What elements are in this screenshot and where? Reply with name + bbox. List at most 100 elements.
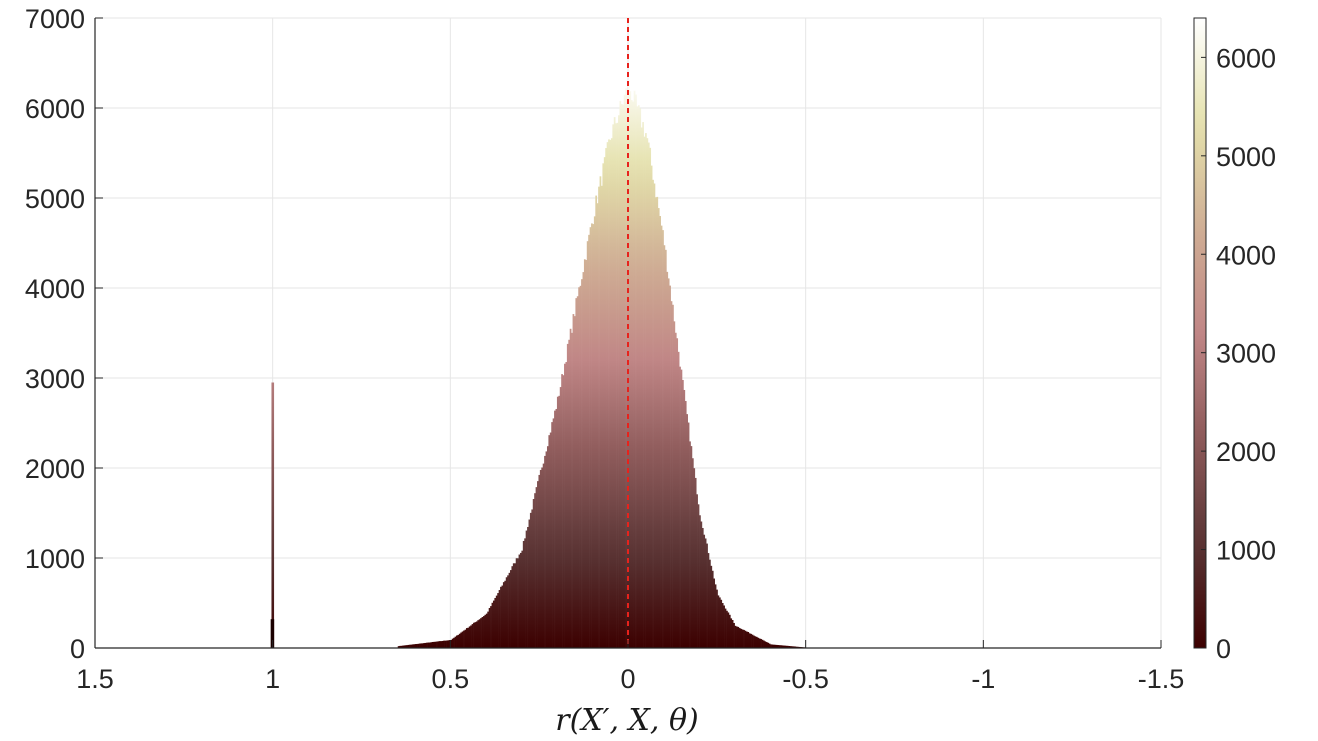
histogram-bar [790, 646, 792, 648]
histogram-bar [664, 249, 667, 649]
histogram-bar [512, 563, 515, 648]
y-tick-label: 3000 [25, 364, 85, 394]
histogram-bar [660, 225, 663, 648]
histogram-bar [795, 646, 798, 648]
histogram-bar [514, 563, 517, 648]
histogram-bar [684, 401, 687, 648]
histogram-bar [610, 138, 613, 648]
histogram-bar [598, 186, 600, 648]
histogram-bar [538, 474, 541, 648]
histogram-bar [467, 627, 470, 648]
histogram-bar [552, 418, 555, 648]
histogram-bar [497, 593, 499, 648]
histogram-bar [429, 642, 431, 648]
histogram-bar [407, 644, 410, 648]
histogram-bar [616, 122, 619, 648]
histogram-bar [562, 375, 565, 648]
histogram-bar [765, 642, 768, 648]
histogram-bar [603, 157, 606, 648]
histogram-bar [576, 296, 579, 648]
histogram-bar [686, 414, 688, 648]
histogram-bar [615, 123, 617, 648]
y-tick-label: 7000 [25, 4, 85, 34]
histogram-bar [478, 619, 481, 648]
histogram-bar [650, 165, 653, 649]
histogram-bar [733, 622, 735, 648]
histogram-bar [549, 432, 552, 648]
histogram-bar [726, 610, 728, 648]
histogram-bar [669, 285, 671, 648]
colorbar-tick-label: 5000 [1216, 142, 1276, 172]
histogram-bar [791, 646, 794, 648]
x-tick-label: 0.5 [432, 664, 470, 694]
histogram-bar [473, 622, 475, 648]
histogram-bar [416, 643, 418, 648]
histogram-bar [706, 543, 708, 648]
histogram-bar [410, 644, 413, 648]
histogram-bar [437, 641, 440, 648]
histogram-bar [659, 216, 661, 649]
histogram-bar [709, 559, 711, 648]
histogram-bar [448, 640, 451, 648]
histogram-bar [774, 644, 777, 648]
histogram-bar [579, 285, 582, 648]
y-tick-labels: 0 1000 2000 3000 4000 5000 6000 7000 [25, 4, 85, 664]
histogram-bar [411, 644, 414, 648]
histogram-bar [498, 590, 501, 648]
histogram-bar [682, 379, 684, 648]
histogram-bar [704, 538, 707, 648]
histogram-bar [755, 636, 758, 648]
histogram-bar [468, 626, 471, 648]
histogram-bar [724, 608, 727, 648]
histogram-bar [687, 422, 690, 648]
histogram-bar [768, 643, 771, 648]
histogram-bar [703, 534, 706, 648]
y-tick-label: 4000 [25, 274, 85, 304]
histogram-bar [591, 223, 593, 648]
histogram-bar [666, 271, 669, 648]
histogram-bar [785, 645, 788, 648]
y-tick-label: 1000 [25, 544, 85, 574]
histogram-bar [436, 641, 438, 648]
histogram-bar [470, 625, 472, 648]
histogram-bar [443, 640, 445, 648]
histogram-bar [511, 566, 514, 648]
histogram-bar [504, 580, 507, 648]
histogram-bar [581, 279, 583, 648]
colorbar-tick-label: 6000 [1216, 43, 1276, 73]
histogram-bar [505, 577, 508, 648]
histogram-bar [465, 628, 468, 648]
histogram-bar [794, 646, 797, 648]
histogram-bar [602, 163, 605, 648]
histogram-bar [483, 616, 485, 648]
histogram-bar [711, 570, 714, 648]
histogram-bar [656, 196, 659, 648]
histogram-bar [676, 338, 679, 648]
histogram-bar [564, 363, 566, 648]
histogram-bar [419, 643, 421, 648]
histogram-bar [565, 362, 568, 648]
histogram-bar [546, 446, 549, 648]
histogram-bar [640, 127, 643, 648]
histogram-bar [723, 605, 725, 648]
histogram-bar [397, 646, 400, 648]
histogram-bar [433, 641, 435, 648]
histogram-bar [456, 635, 458, 648]
histogram-bar [714, 584, 717, 648]
histogram-bar [679, 366, 681, 648]
histogram-bar [447, 640, 450, 648]
histogram-bar [780, 645, 782, 648]
histogram-bar [619, 100, 622, 648]
histogram-bar [491, 602, 494, 648]
histogram-bar [625, 88, 627, 648]
histogram-bar [599, 176, 602, 649]
histogram-bar [764, 641, 767, 648]
histogram-bar [404, 645, 407, 648]
histogram-bar [566, 343, 569, 648]
histogram-bar [710, 565, 713, 648]
histogram-bar [554, 410, 556, 648]
histogram-bar [761, 639, 764, 648]
histogram-bar [700, 521, 703, 648]
histogram-bar [417, 643, 420, 648]
histogram-bar [541, 467, 544, 648]
